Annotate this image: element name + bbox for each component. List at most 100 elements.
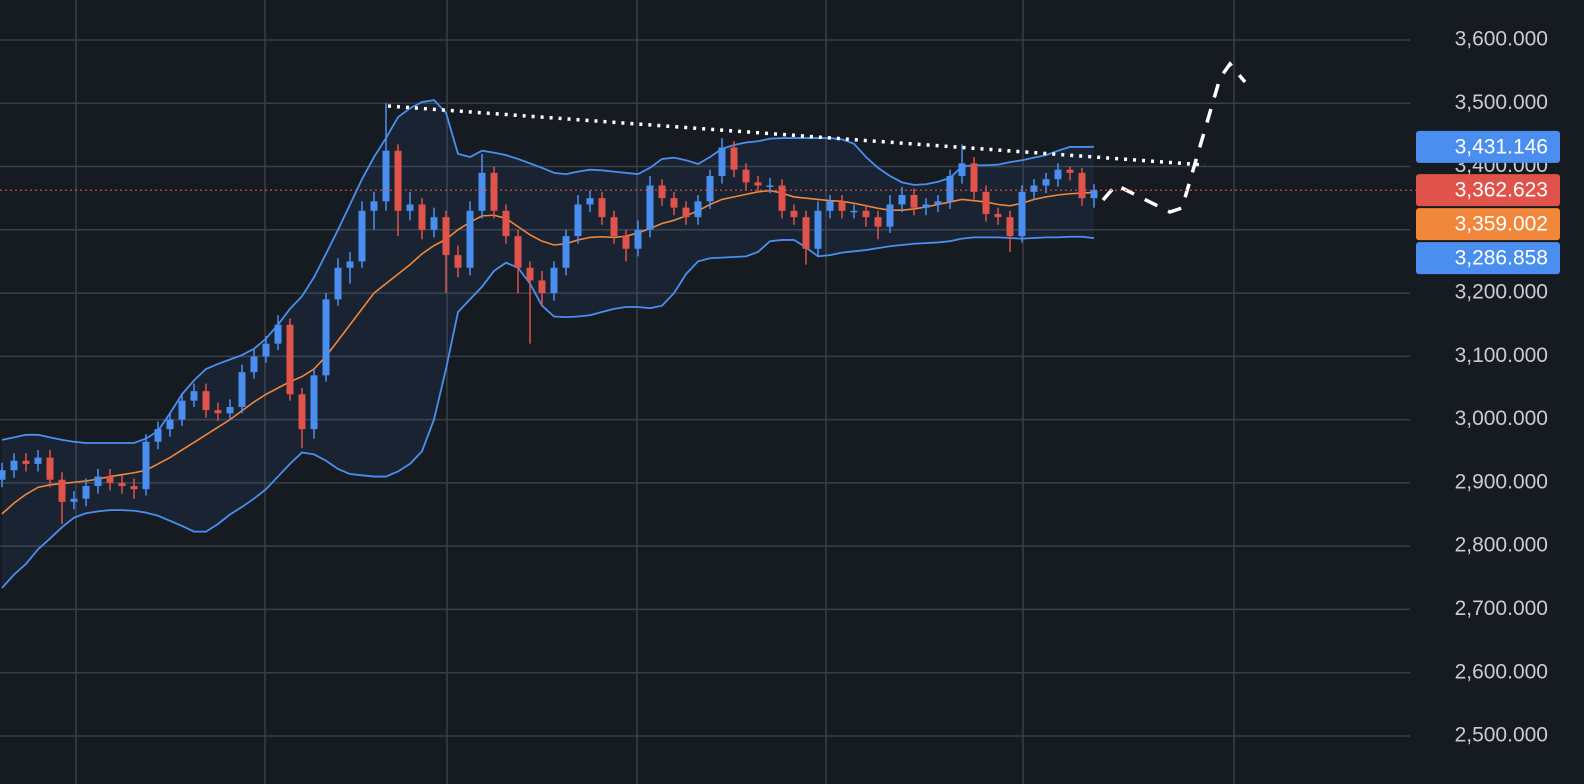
candle-body (0, 470, 6, 480)
candle-body (622, 236, 630, 249)
candle-body (226, 406, 234, 414)
candle-body (478, 172, 486, 211)
candle-body (346, 261, 354, 268)
candle-body (22, 460, 30, 464)
price-tag-label: 3,286.858 (1455, 247, 1548, 270)
trend-line (387, 104, 1206, 167)
candle-body (778, 185, 786, 211)
candle-body (922, 204, 930, 208)
candle-body (646, 185, 654, 230)
candles (0, 103, 1098, 525)
upper-band (1, 99, 1095, 444)
candle-body (394, 150, 402, 211)
projection-path (1101, 61, 1247, 214)
candle-body (262, 343, 270, 357)
candle-body (898, 195, 906, 205)
candle-body (94, 476, 102, 487)
candle-body (1006, 217, 1014, 237)
price-tag-label: 3,431.146 (1455, 135, 1548, 158)
candle-body (958, 163, 966, 177)
candle-body (322, 299, 330, 376)
candle-body (562, 236, 570, 268)
candle-body (514, 236, 522, 268)
candle-body (286, 324, 294, 395)
candle-body (190, 391, 198, 401)
price-tag (1416, 130, 1560, 163)
lower-band (1, 235, 1095, 589)
price-tag-label: 3,359.002 (1455, 213, 1548, 236)
candle-body (310, 375, 318, 430)
candle-body (502, 210, 510, 237)
y-tick-label: 3,100.000 (1455, 344, 1548, 367)
price-tags: 3,431.146 3,362.623 3,359.002 3,286.858 (0, 130, 1560, 275)
candle-body (910, 195, 918, 208)
candle-body (130, 486, 138, 490)
y-tick-label: 3,200.000 (1455, 281, 1548, 304)
y-tick-label: 2,500.000 (1455, 724, 1548, 747)
candle-body (526, 267, 534, 281)
candle-body (670, 198, 678, 208)
horizontal-grid (0, 39, 1410, 737)
candle-body (10, 460, 18, 471)
candle-body (178, 400, 186, 420)
candle-body (106, 476, 114, 483)
candle-body (658, 185, 666, 199)
candle-body (970, 163, 978, 192)
candle-body (442, 217, 450, 256)
candle-body (142, 441, 150, 490)
candle-body (610, 217, 618, 237)
candle-body (862, 210, 870, 218)
candle-body (730, 147, 738, 170)
candle-body (982, 191, 990, 214)
candle-body (586, 198, 594, 205)
y-tick-label: 3,000.000 (1455, 407, 1548, 430)
candle-body (298, 394, 306, 430)
price-tag (1416, 242, 1560, 275)
candle-body (1054, 169, 1062, 180)
candle-body (46, 457, 54, 480)
candle-body (166, 419, 174, 430)
candle-body (334, 267, 342, 300)
candle-body (634, 229, 642, 249)
candle-body (838, 201, 846, 211)
candle-body (1042, 179, 1050, 186)
candle-body (118, 482, 126, 487)
candle-body (1090, 190, 1098, 199)
y-tick-label: 2,600.000 (1455, 660, 1548, 683)
candle-body (790, 210, 798, 218)
price-tag (1416, 208, 1560, 241)
candle-body (886, 204, 894, 227)
candle-body (1030, 185, 1038, 192)
candle-body (1066, 169, 1074, 173)
candle-body (538, 280, 546, 294)
candle-body (214, 410, 222, 414)
candle-body (418, 204, 426, 230)
middle-band (1, 189, 1095, 515)
candle-body (1078, 172, 1086, 199)
y-tick-label: 3,600.000 (1455, 28, 1548, 51)
candle-body (370, 201, 378, 211)
candle-body (406, 204, 414, 211)
candle-body (202, 391, 210, 411)
candle-body (694, 201, 702, 218)
candle-body (58, 479, 66, 502)
y-tick-label: 2,900.000 (1455, 470, 1548, 493)
candle-body (946, 176, 954, 202)
price-tag-label: 3,362.623 (1455, 179, 1548, 202)
candle-body (814, 210, 822, 249)
candle-body (766, 185, 774, 188)
candle-body (994, 213, 1002, 218)
candle-body (682, 207, 690, 218)
candle-body (274, 324, 282, 344)
vertical-grid (75, 0, 1235, 784)
candle-body (754, 182, 762, 186)
candle-body (934, 201, 942, 205)
candle-body (718, 147, 726, 177)
candle-body (70, 498, 78, 502)
candle-body (706, 176, 714, 202)
candle-body (490, 172, 498, 211)
candle-body (382, 150, 390, 202)
price-tag (1416, 174, 1560, 207)
